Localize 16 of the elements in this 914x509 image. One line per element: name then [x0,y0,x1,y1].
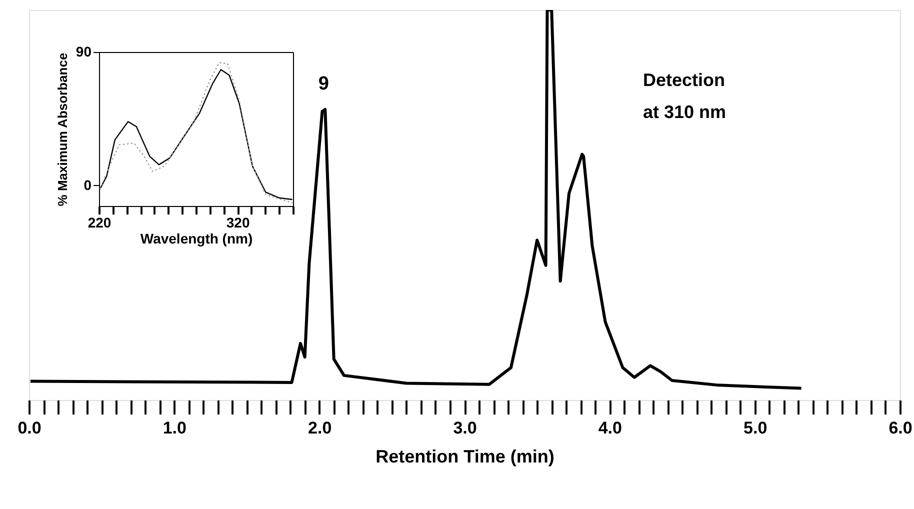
y-axis-title: % Maximum Absorbance [54,52,70,206]
x-axis-title: Wavelength (nm) [140,230,253,246]
x-tick-label: 0.0 [18,418,42,438]
y-tick-label: 90 [76,44,92,60]
x-tick-label: 3.0 [453,418,477,438]
annotation: Detection at 310 nm [643,70,726,122]
x-tick-label: 6.0 [888,418,912,438]
x-tick-label: 220 [88,214,112,230]
annotation: 9 [318,73,329,94]
x-tick-label: 320 [226,214,250,230]
y-tick-label: 0 [84,176,92,193]
x-tick-label: 5.0 [744,418,768,438]
x-tick-label: 1.0 [162,418,186,438]
x-axis-title: Retention Time (min) [376,446,554,466]
x-tick-label: 2.0 [308,418,332,438]
x-tick-label: 4.0 [598,418,622,438]
